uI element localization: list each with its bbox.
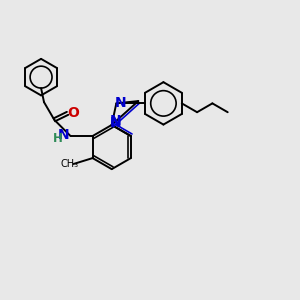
Text: N: N: [58, 128, 70, 142]
Text: H: H: [53, 132, 63, 145]
Text: N: N: [110, 114, 121, 128]
Text: N: N: [115, 96, 127, 110]
Text: CH₃: CH₃: [61, 159, 79, 169]
Text: N: N: [110, 116, 121, 130]
Text: O: O: [67, 106, 79, 120]
